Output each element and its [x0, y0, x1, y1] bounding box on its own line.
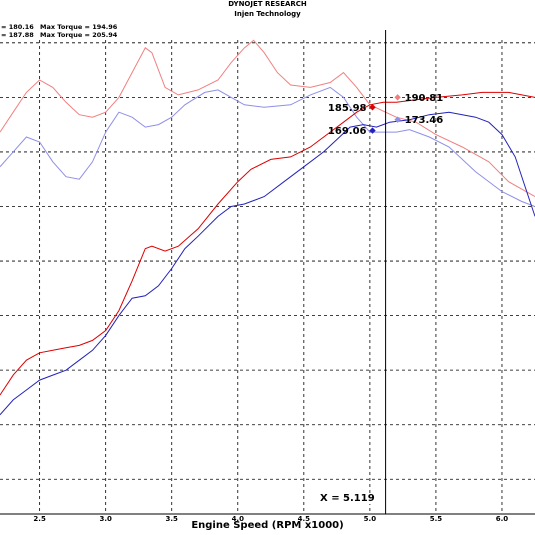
x-tick-label-4: 4.5: [298, 515, 311, 523]
marker-hp-red: 185.98: [328, 103, 376, 114]
series-lines: [0, 39, 535, 416]
marker-tq-blue: 173.46: [394, 115, 443, 126]
x-tick-label-7: 6.0: [496, 515, 509, 523]
marker-dot-hp-red: [369, 104, 376, 111]
stat-red-max-power: = 187.88: [1, 31, 34, 39]
marker-label-tq-red: 190.81: [405, 93, 444, 104]
x-tick-labels: 2.5 3.0 3.5 4.0 4.5 5.0 5.5 6.0: [33, 515, 508, 523]
marker-label-hp-blue: 169.06: [328, 126, 367, 137]
marker-hp-blue: 169.06: [328, 126, 376, 137]
x-tick-label-6: 5.5: [430, 515, 443, 523]
chart-header-title: DYNOJET RESEARCH: [228, 0, 307, 8]
series-line-tq-red: [0, 39, 535, 198]
marker-dot-tq-red: [394, 94, 401, 101]
series-line-hp-red: [0, 91, 535, 396]
grid: [0, 40, 535, 515]
stat-red-max-torque: Max Torque = 205.94: [40, 31, 118, 39]
x-axis-label: Engine Speed (RPM x1000): [191, 520, 344, 531]
x-tick-label-0: 2.5: [33, 515, 46, 523]
marker-label-hp-red: 185.98: [328, 103, 367, 114]
marker-dot-tq-blue: [394, 116, 401, 123]
stat-blue-max-torque: Max Torque = 194.96: [40, 23, 118, 31]
x-tick-label-2: 3.5: [166, 515, 179, 523]
series-line-hp-blue: [0, 111, 535, 416]
series-line-tq-blue: [0, 86, 535, 207]
x-tick-label-1: 3.0: [99, 515, 112, 523]
x-tick-label-3: 4.0: [232, 515, 245, 523]
marker-tq-red: 190.81: [394, 93, 443, 104]
marker-label-tq-blue: 173.46: [405, 115, 444, 126]
marker-dot-hp-blue: [369, 127, 376, 134]
x-tick-label-5: 5.0: [364, 515, 377, 523]
cursor-readout: X = 5.119: [318, 493, 377, 504]
chart-header-subtitle: Injen Technology: [234, 10, 301, 18]
stat-blue-max-power: = 180.16: [1, 23, 34, 31]
markers: 185.98 190.81 169.06 173.46: [328, 93, 443, 137]
